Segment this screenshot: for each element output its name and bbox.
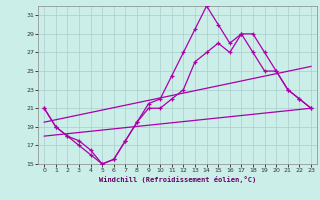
X-axis label: Windchill (Refroidissement éolien,°C): Windchill (Refroidissement éolien,°C) — [99, 176, 256, 183]
